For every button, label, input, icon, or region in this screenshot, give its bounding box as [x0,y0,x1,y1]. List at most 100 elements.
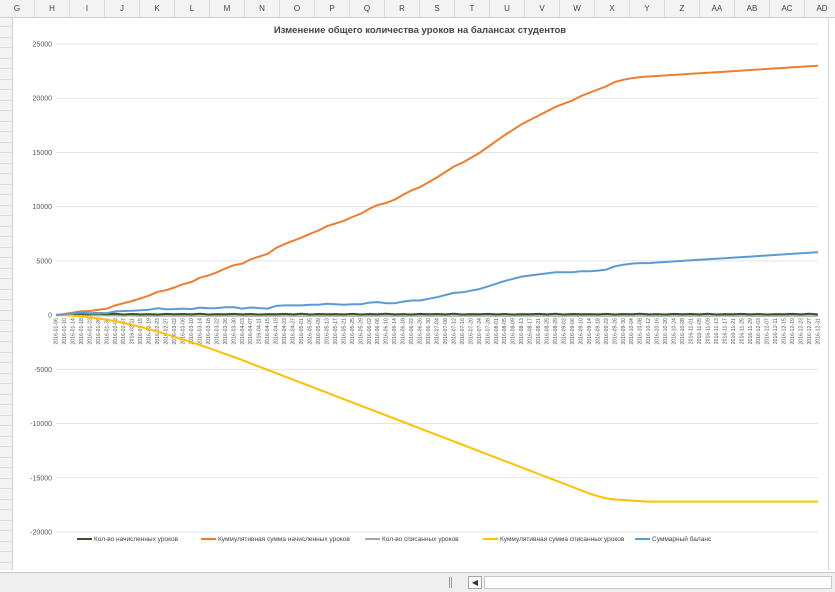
row-header-divider [0,362,12,363]
column-header-j[interactable]: J [105,0,140,17]
row-header-divider [0,236,12,237]
x-tick-label: 2016-04-07 [248,318,254,345]
x-tick-label: 2016-11-01 [689,318,695,344]
legend: Кол-во начисленных уроков Куммулятивная с… [77,535,712,543]
row-header-divider [0,78,12,80]
x-tick-label: 2016-11-09 [705,318,711,344]
y-tick-label: 15000 [33,150,53,157]
x-tick-label: 2016-06-30 [426,318,432,345]
x-tick-label: 2016-07-12 [451,318,457,345]
x-tick-label: 2016-12-07 [765,318,771,345]
x-tick-label: 2016-07-04 [435,318,441,345]
column-header-k[interactable]: K [140,0,175,17]
x-tick-label: 2016-08-05 [502,318,508,345]
row-header-divider [0,383,12,384]
gridlines [56,43,818,533]
column-header-p[interactable]: P [315,0,350,17]
column-header-z[interactable]: Z [665,0,700,17]
row-header-divider [0,341,12,342]
column-header-r[interactable]: R [385,0,420,17]
column-header-h[interactable]: H [35,0,70,17]
row-header-divider [0,456,12,458]
x-tick-label: 2016-07-20 [468,318,474,345]
column-header-n[interactable]: N [245,0,280,17]
scroll-left-button[interactable]: ◀ [468,576,482,589]
x-tick-label: 2016-01-22 [87,318,93,345]
row-header-divider [0,141,12,143]
series-line-4[interactable] [55,314,818,503]
x-tick-label: 2016-10-28 [680,318,686,345]
chart-area[interactable]: Изменение общего количества уроков на ба… [13,18,828,570]
x-tick-label: 2016-10-04 [629,318,635,345]
x-tick-label: 2016-10-16 [655,318,661,345]
legend-label: Кол-во списанных уроков [382,536,459,543]
y-axis-ticks: 25000 20000 15000 10000 5000 0 -5000 -10000 -150… [30,42,52,537]
column-header-ac[interactable]: AC [770,0,805,17]
series-line-5[interactable] [55,251,819,317]
row-header-divider [0,372,12,374]
x-tick-label: 2016-04-11 [257,318,263,344]
x-tick-label: 2016-06-22 [409,318,415,345]
column-header-aa[interactable]: AA [700,0,735,17]
x-tick-label: 2016-02-03 [113,318,119,345]
tab-splitter-handle[interactable] [449,577,452,588]
x-tick-label: 2016-10-12 [646,318,652,345]
row-header-gutter [0,18,13,570]
row-header-divider [0,519,12,521]
column-header-l[interactable]: L [175,0,210,17]
row-header-divider [0,110,12,111]
x-tick-label: 2016-09-22 [604,318,610,345]
column-header-g[interactable]: G [0,0,35,17]
x-tick-label: 2016-06-26 [418,318,424,345]
row-header-divider [0,509,12,510]
column-header-x[interactable]: X [595,0,630,17]
row-header-divider [0,477,12,479]
y-tick-label: -10000 [30,421,52,428]
y-tick-label: -5000 [34,367,52,374]
series-line-2[interactable] [55,64,819,317]
row-header-divider [0,194,12,195]
column-header-t[interactable]: T [455,0,490,17]
x-tick-label: 2016-03-18 [206,318,212,345]
column-header-y[interactable]: Y [630,0,665,17]
column-header-m[interactable]: M [210,0,245,17]
x-tick-label: 2016-08-25 [545,318,551,345]
x-tick-label: 2016-08-13 [519,318,525,345]
x-tick-label: 2016-11-13 [714,318,720,344]
x-tick-label: 2016-06-10 [384,318,390,345]
column-header-i[interactable]: I [70,0,105,17]
series-line-1[interactable] [55,312,819,316]
column-header-q[interactable]: Q [350,0,385,17]
chart-title: Изменение общего количества уроков на ба… [274,25,566,36]
column-header-u[interactable]: U [490,0,525,17]
row-header-divider [0,288,12,290]
row-header-divider [0,215,12,216]
x-tick-label: 2016-01-06 [54,318,60,345]
x-tick-label: 2016-11-29 [748,318,754,344]
row-header-divider [0,488,12,489]
column-header-ad[interactable]: AD [805,0,835,17]
legend-label: Куммулятивная сумма списанных уроков [500,536,625,543]
sheet-tabs-area[interactable] [0,573,440,592]
x-tick-label: 2016-09-10 [578,318,584,345]
x-tick-label: 2016-05-25 [350,318,356,345]
horizontal-scrollbar[interactable] [484,576,832,589]
x-tick-label: 2016-07-16 [460,318,466,345]
x-tick-label: 2016-03-22 [214,318,220,345]
x-tick-label: 2016-09-26 [612,318,618,345]
column-header-v[interactable]: V [525,0,560,17]
column-header-s[interactable]: S [420,0,455,17]
column-header-w[interactable]: W [560,0,595,17]
x-tick-label: 2016-11-17 [722,318,728,344]
series-line-3[interactable] [55,314,819,317]
x-tick-label: 2016-05-01 [299,318,305,345]
x-tick-label: 2016-04-19 [274,318,280,345]
x-tick-label: 2016-04-23 [282,318,288,345]
column-header-ab[interactable]: AB [735,0,770,17]
column-header-o[interactable]: O [280,0,315,17]
row-header-divider [0,309,12,311]
row-header-divider [0,561,12,563]
x-tick-label: 2016-01-18 [79,318,85,345]
row-header-divider [0,26,12,27]
row-header-divider [0,120,12,122]
